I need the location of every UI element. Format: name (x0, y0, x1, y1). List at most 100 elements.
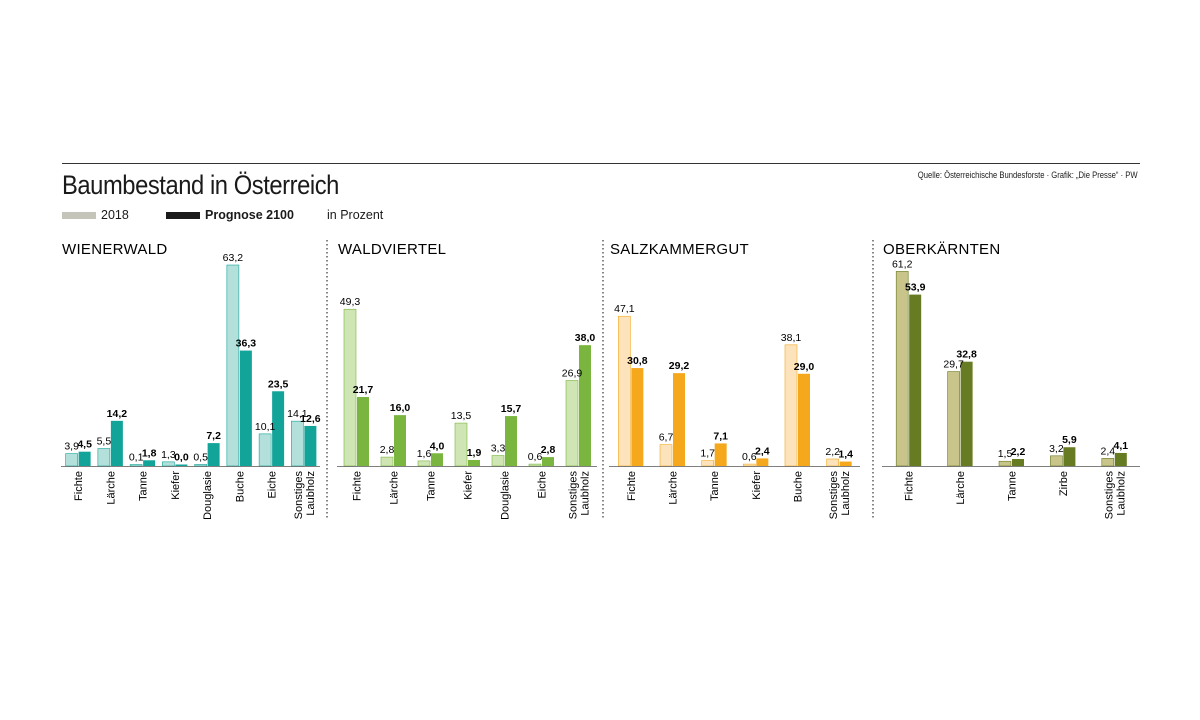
bar-2018-wienerwald-fichte (65, 453, 78, 467)
bar-2018-waldviertel-fichte (343, 308, 357, 467)
category-label-waldviertel-tanne: Tanne (426, 471, 438, 501)
value-label-2100-oberkärnten-fichte: 53,9 (905, 282, 926, 294)
bar-2100-oberkärnten-tanne (1012, 459, 1024, 466)
bar-2100-wienerwald-fichte (78, 451, 91, 466)
panel-title-salzkammergut: SALZKAMMERGUT (610, 241, 749, 258)
value-label-2100-oberkärnten-sonstiges-laubholz: 4,1 (1113, 440, 1128, 452)
bar-2100-wienerwald-lärche (110, 420, 123, 466)
bar-2018-oberkärnten-sonstiges-laubholz (1101, 458, 1115, 467)
bar-2018-wienerwald-douglasie (194, 464, 207, 467)
category-label-waldviertel-kiefer: Kiefer (463, 471, 475, 500)
bar-2100-waldviertel-fichte (357, 396, 369, 466)
category-label-wienerwald-sonstiges-laubholz-1: Sonstiges (293, 471, 305, 520)
category-label-oberkärnten-tanne: Tanne (1007, 471, 1019, 501)
bar-2100-wienerwald-tanne (143, 460, 156, 466)
value-label-2018-salzkammergut-buche: 38,1 (781, 332, 802, 344)
value-label-2100-salzkammergut-kiefer: 2,4 (755, 445, 770, 457)
bar-2100-salzkammergut-sonstiges-laubholz (839, 461, 852, 466)
value-label-2018-wienerwald-lärche: 5,5 (97, 436, 112, 448)
value-label-2100-salzkammergut-tanne: 7,1 (713, 430, 728, 442)
bar-2100-wienerwald-buche (239, 350, 252, 466)
bar-2100-salzkammergut-lärche (673, 373, 685, 466)
bar-2018-waldviertel-kiefer (454, 422, 468, 467)
legend-item-2018: 2018 (62, 208, 129, 222)
legend-swatch-2018 (62, 211, 96, 219)
value-label-2018-waldviertel-sonstiges-laubholz: 26,9 (562, 367, 583, 379)
value-label-2018-oberkärnten-tanne: 1,5 (998, 448, 1013, 460)
chart-title: Baumbestand in Österreich (62, 170, 339, 200)
bar-2100-oberkärnten-zirbe (1063, 447, 1076, 466)
bar-2018-waldviertel-tanne (417, 460, 431, 467)
legend-swatch-2100 (166, 211, 200, 219)
category-label-waldviertel-eiche: Eiche (537, 471, 549, 499)
legend-unit: in Prozent (327, 208, 384, 222)
value-label-2018-wienerwald-fichte: 3,9 (64, 441, 79, 453)
value-label-2100-waldviertel-lärche: 16,0 (390, 402, 411, 414)
bar-2100-waldviertel-lärche (394, 415, 406, 466)
value-label-2018-salzkammergut-kiefer: 0,6 (742, 451, 757, 463)
value-label-2100-salzkammergut-buche: 29,0 (794, 361, 815, 373)
value-label-2018-oberkärnten-zirbe: 3,2 (1049, 443, 1064, 455)
value-label-2018-wienerwald-sonstiges-laubholz: 14,1 (287, 408, 308, 420)
value-label-2018-waldviertel-douglasie: 3,3 (491, 443, 506, 455)
bar-2100-oberkärnten-fichte (909, 294, 922, 466)
category-label-salzkammergut-buche: Buche (793, 471, 805, 502)
bar-2018-wienerwald-buche (226, 264, 240, 467)
value-label-2100-waldviertel-fichte: 21,7 (353, 384, 374, 396)
bar-2018-waldviertel-douglasie (491, 455, 505, 467)
bar-2018-waldviertel-lärche (380, 456, 394, 467)
bar-2100-wienerwald-douglasie (207, 443, 220, 466)
bar-2018-wienerwald-tanne (129, 464, 143, 467)
bar-2100-waldviertel-kiefer (468, 459, 480, 466)
value-label-2018-salzkammergut-sonstiges-laubholz: 2,2 (825, 446, 840, 458)
category-label-waldviertel-fichte: Fichte (352, 471, 364, 501)
bar-2100-wienerwald-sonstiges-laubholz (304, 425, 317, 466)
bar-2018-oberkärnten-zirbe (1050, 455, 1063, 467)
bar-2100-wienerwald-eiche (272, 391, 285, 466)
category-label-salzkammergut-sonstiges-laubholz-2: Laubholz (840, 471, 852, 516)
bar-2018-wienerwald-sonstiges-laubholz (291, 420, 304, 467)
bar-2100-salzkammergut-tanne (714, 443, 727, 466)
panel-title-waldviertel: WALDVIERTEL (338, 241, 446, 258)
value-label-2018-waldviertel-kiefer: 13,5 (451, 410, 472, 422)
value-label-2100-wienerwald-tanne: 1,8 (142, 447, 157, 459)
value-label-2018-oberkärnten-lärche: 29,7 (943, 359, 964, 371)
bar-2018-salzkammergut-sonstiges-laubholz (826, 458, 839, 467)
value-label-2018-wienerwald-kiefer: 1,3 (161, 449, 176, 461)
category-label-wienerwald-buche: Buche (234, 471, 246, 502)
category-label-wienerwald-kiefer: Kiefer (170, 471, 182, 500)
bar-2018-wienerwald-eiche (258, 433, 272, 467)
value-label-2100-wienerwald-kiefer: 0,0 (174, 452, 189, 464)
bar-2100-waldviertel-eiche (542, 457, 554, 466)
bar-2100-wienerwald-kiefer (175, 464, 188, 466)
bar-2018-salzkammergut-fichte (618, 315, 631, 467)
value-label-2018-wienerwald-buche: 63,2 (223, 252, 244, 264)
value-label-2018-wienerwald-eiche: 10,1 (255, 421, 276, 433)
bar-2018-salzkammergut-kiefer (743, 463, 756, 467)
category-label-waldviertel-douglasie: Douglasie (500, 471, 512, 520)
bar-2100-salzkammergut-fichte (631, 368, 644, 466)
category-label-wienerwald-tanne: Tanne (138, 471, 150, 501)
category-label-oberkärnten-zirbe: Zirbe (1058, 471, 1070, 496)
value-label-2100-wienerwald-douglasie: 7,2 (206, 430, 221, 442)
value-label-2100-oberkärnten-tanne: 2,2 (1011, 446, 1026, 458)
value-label-2100-waldviertel-kiefer: 1,9 (467, 447, 482, 459)
bar-2018-oberkärnten-fichte (895, 271, 909, 467)
category-label-wienerwald-lärche: Lärche (105, 471, 117, 505)
legend-item-2100: Prognose 2100 (166, 208, 294, 222)
bar-2100-waldviertel-tanne (431, 453, 443, 466)
bar-2018-wienerwald-kiefer (162, 461, 175, 467)
value-label-2018-salzkammergut-tanne: 1,7 (700, 448, 715, 460)
value-label-2100-oberkärnten-zirbe: 5,9 (1062, 434, 1077, 446)
category-label-oberkärnten-sonstiges-laubholz-1: Sonstiges (1103, 471, 1115, 520)
panel-title-wienerwald: WIENERWALD (62, 241, 168, 258)
value-label-2100-waldviertel-sonstiges-laubholz: 38,0 (575, 332, 596, 344)
value-label-2018-wienerwald-douglasie: 0,5 (193, 451, 208, 463)
bar-2018-waldviertel-sonstiges-laubholz (565, 380, 579, 467)
bar-2018-salzkammergut-tanne (701, 460, 714, 467)
category-label-salzkammergut-kiefer: Kiefer (751, 471, 763, 500)
category-label-oberkärnten-sonstiges-laubholz-2: Laubholz (1115, 471, 1127, 516)
top-rule (62, 163, 1140, 164)
bar-2018-waldviertel-eiche (528, 463, 542, 467)
